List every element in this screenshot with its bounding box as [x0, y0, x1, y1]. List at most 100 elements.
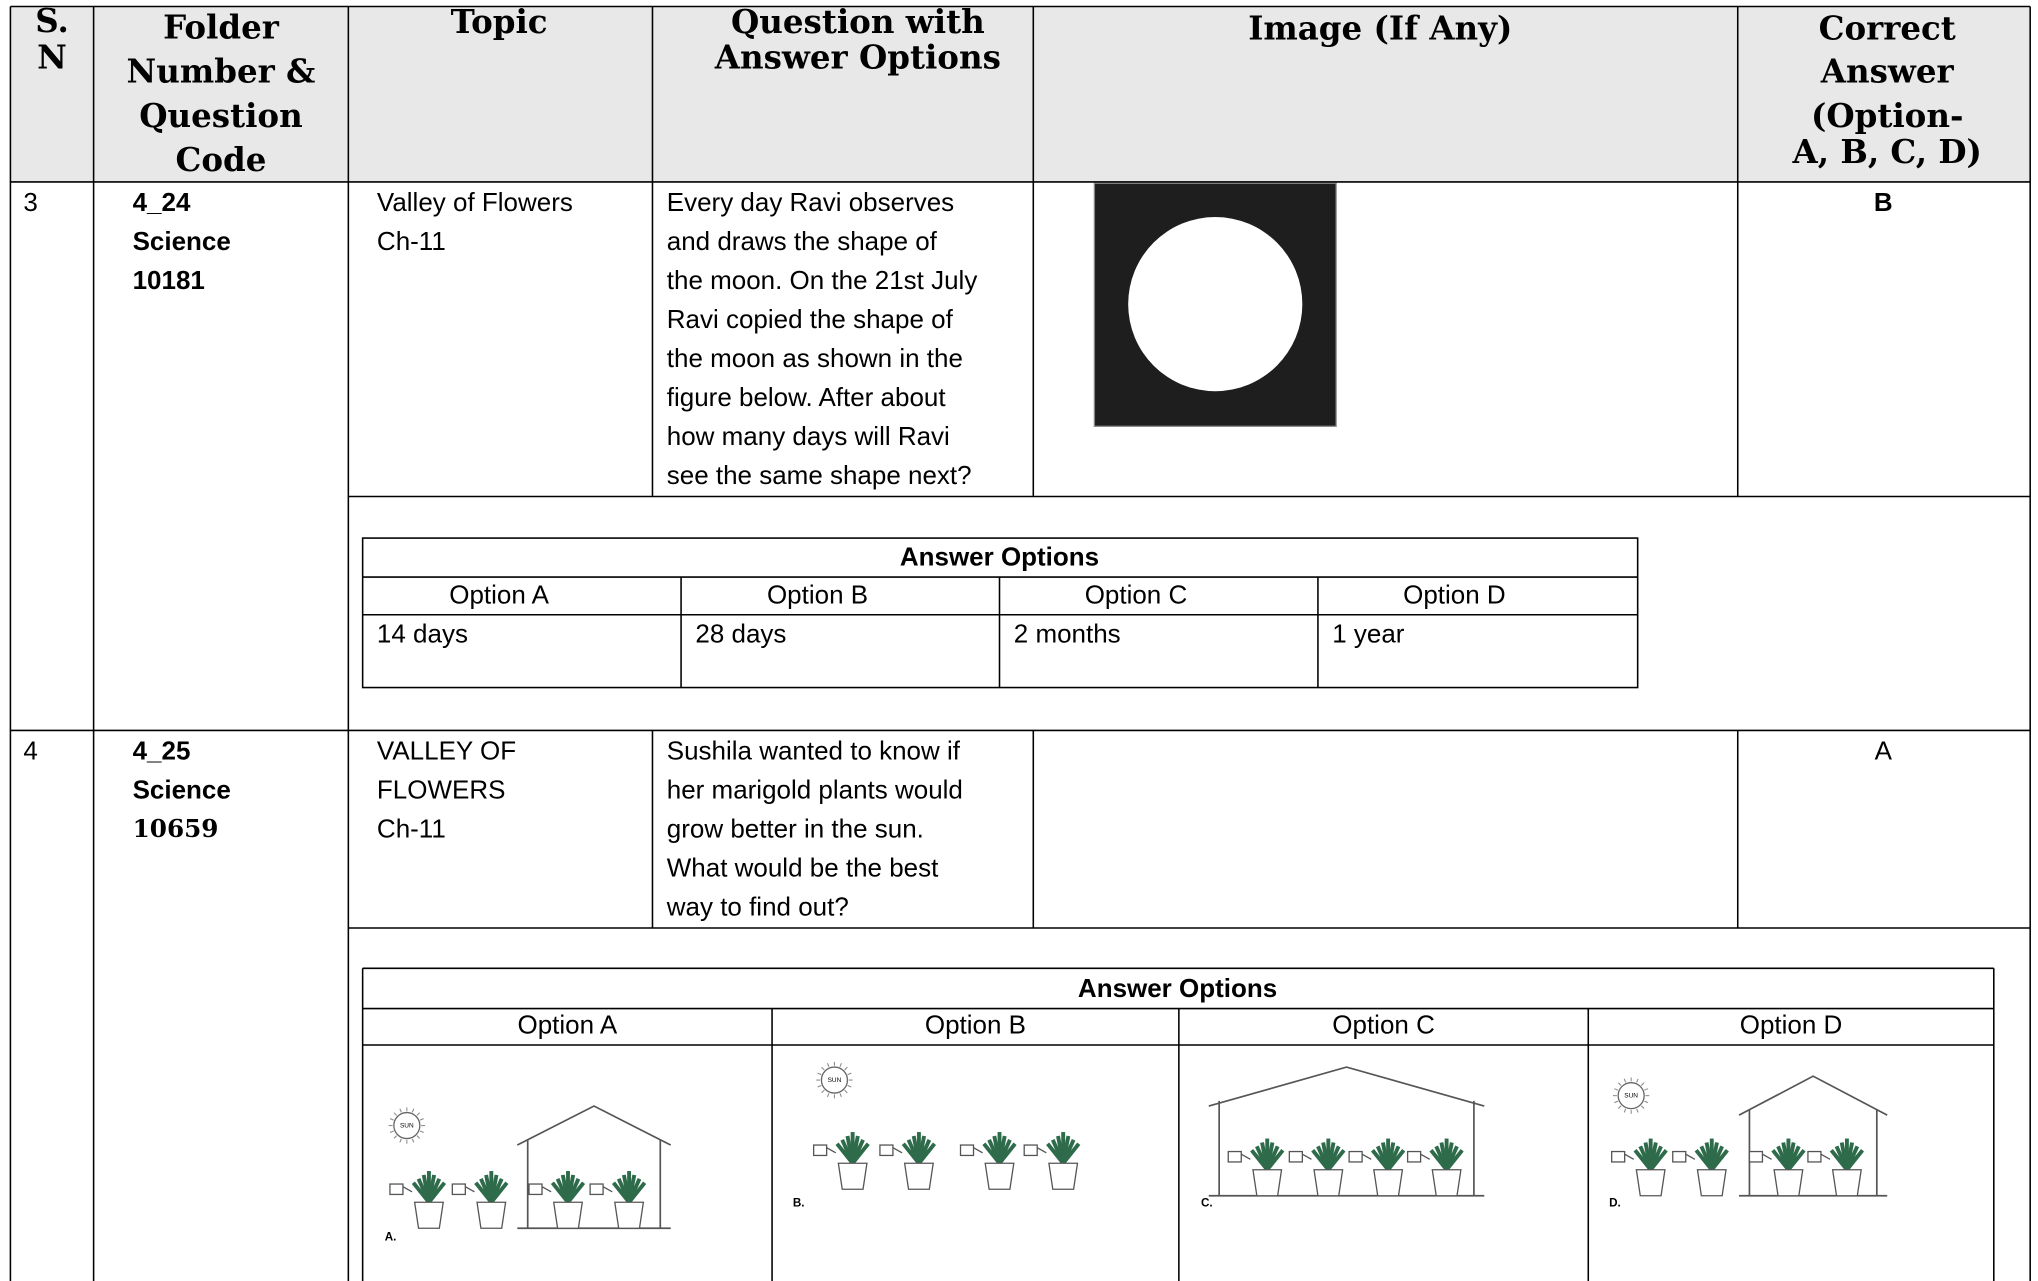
pot	[984, 1162, 1015, 1190]
option-value: 14 days	[377, 618, 468, 648]
watering-can	[451, 1183, 466, 1196]
option-image-label: D.	[1609, 1197, 1621, 1210]
option-header: Option D	[1403, 579, 1506, 609]
watering-can	[1348, 1150, 1363, 1163]
leaf	[851, 1142, 870, 1165]
sun-ray	[821, 1066, 825, 1071]
options-title: Answer Options	[1078, 973, 1277, 1003]
sun-ray	[1617, 1105, 1622, 1109]
option-image-label: A.	[385, 1230, 397, 1243]
pot	[1313, 1169, 1344, 1197]
topic: Ch-11	[377, 226, 446, 256]
sun-ray	[1623, 1108, 1627, 1113]
sun-ray	[844, 1066, 848, 1071]
pot	[1048, 1162, 1079, 1190]
sun-ray	[399, 1138, 402, 1143]
sun-ray	[1614, 1088, 1619, 1091]
header-text: Code	[176, 140, 267, 179]
sun-ray	[1617, 1082, 1622, 1086]
pot	[1431, 1169, 1462, 1197]
question-text: grow better in the sun.	[667, 813, 924, 843]
topic: Valley of Flowers	[377, 187, 573, 217]
sun-ray	[821, 1089, 825, 1094]
sun-ray	[826, 1093, 830, 1098]
sun-ray	[393, 1112, 398, 1116]
leaf	[917, 1142, 937, 1165]
leaf	[1845, 1149, 1865, 1171]
table-lines	[9, 5, 2031, 1281]
leaf	[1265, 1149, 1285, 1171]
sun-label: SUN	[400, 1122, 414, 1129]
option-header: Option C	[1332, 1010, 1435, 1040]
leaf	[1649, 1149, 1668, 1171]
option-value: 2 months	[1014, 618, 1121, 648]
sun-ray	[817, 1085, 822, 1088]
leaf	[1386, 1149, 1406, 1171]
question-text: see the same shape next?	[667, 460, 972, 490]
watering-can	[528, 1183, 543, 1196]
question-text: Every day Ravi observes	[667, 187, 954, 217]
sun-ray	[1640, 1082, 1645, 1086]
header-text: Image (If Any)	[1248, 9, 1512, 48]
watering-can	[1672, 1150, 1687, 1163]
sun-ray	[839, 1063, 842, 1068]
sun-ray	[389, 1118, 394, 1121]
leaf	[1061, 1142, 1081, 1165]
sun-ray	[411, 1138, 415, 1143]
header-text: Folder	[163, 7, 280, 46]
sun-ray	[826, 1063, 830, 1068]
sun-ray	[844, 1089, 848, 1094]
sun-ray	[419, 1118, 424, 1121]
pot	[1252, 1169, 1283, 1197]
watering-can	[389, 1183, 404, 1196]
watering-can	[1748, 1150, 1764, 1163]
header-text: Correct	[1819, 9, 1956, 48]
watering-can	[959, 1144, 975, 1157]
house	[516, 1105, 672, 1146]
correct-answer: A	[1875, 735, 1893, 765]
sun-label: SUN	[828, 1077, 842, 1084]
spout	[1240, 1153, 1251, 1160]
leaf	[627, 1181, 647, 1204]
question-code: 10181	[133, 265, 205, 295]
sun-ray	[1636, 1078, 1639, 1083]
sun-ray	[1644, 1088, 1649, 1091]
pot	[1635, 1169, 1666, 1197]
watering-can	[1807, 1150, 1822, 1163]
topic: VALLEY OF	[377, 735, 516, 765]
watering-can	[879, 1144, 894, 1157]
pot	[413, 1201, 444, 1229]
watering-can	[1611, 1150, 1626, 1163]
watering-can	[1023, 1144, 1038, 1157]
question-text: What would be the best	[667, 852, 939, 882]
sun-ray	[1614, 1100, 1619, 1104]
option-header: Option A	[449, 579, 549, 609]
sun-label: SUN	[1624, 1092, 1638, 1099]
header-text: N	[37, 37, 67, 76]
pot	[614, 1201, 645, 1229]
spout	[1420, 1153, 1431, 1160]
spout	[1685, 1153, 1696, 1160]
options-title: Answer Options	[900, 542, 1099, 572]
sun-ray	[847, 1085, 852, 1088]
leaf	[427, 1181, 447, 1204]
sun-ray	[416, 1112, 421, 1116]
header-text: Question with	[731, 2, 985, 41]
watering-can	[812, 1144, 828, 1157]
spout	[826, 1147, 837, 1154]
option-illustrations: SUN SUN SUN A. B. C. D.	[385, 1061, 1888, 1243]
spout	[973, 1147, 983, 1154]
question-text: her marigold plants would	[667, 774, 963, 804]
house	[1738, 1075, 1888, 1116]
option-header: Option D	[1740, 1010, 1843, 1040]
sun-ray	[416, 1135, 421, 1139]
question-code: Science	[133, 226, 231, 256]
serial-number: 4	[23, 735, 37, 765]
sun-ray	[817, 1072, 822, 1076]
spout	[402, 1186, 413, 1193]
spout	[541, 1186, 552, 1193]
sun-ray	[411, 1108, 415, 1113]
question-code: 10659	[133, 814, 219, 843]
sun-ray	[1644, 1100, 1649, 1104]
option-header: Option B	[925, 1010, 1026, 1040]
